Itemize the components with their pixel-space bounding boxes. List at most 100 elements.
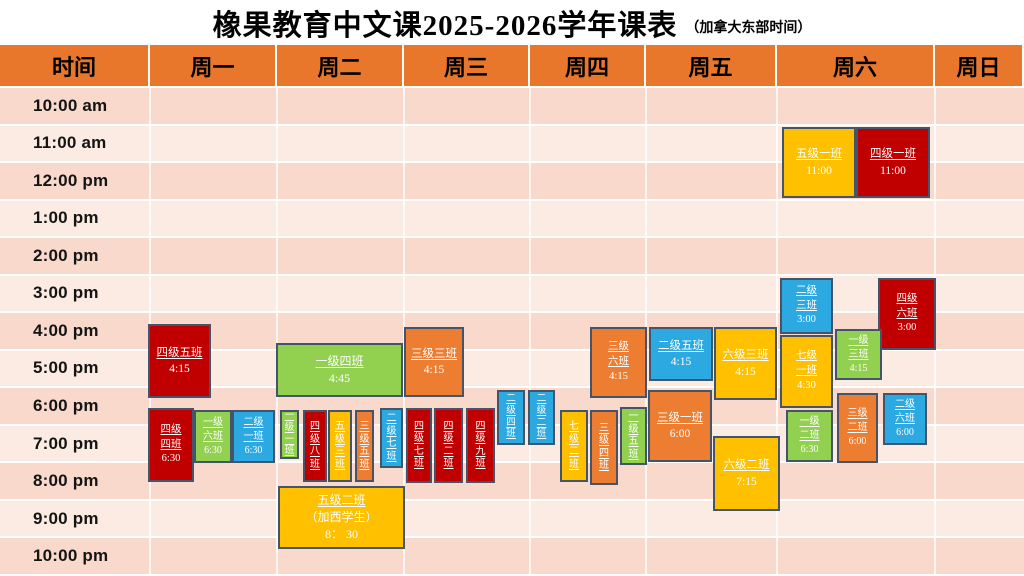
- time-label: 4:00 pm: [33, 320, 99, 340]
- class-name-text: 三级: [608, 341, 629, 353]
- class-block-二级七班[interactable]: 二级七班: [380, 408, 403, 468]
- class-name-text: 七: [414, 445, 424, 457]
- class-name-text: 三级一班: [657, 411, 703, 424]
- class-name-text: 七: [569, 421, 579, 432]
- class-name-text: 二级五班: [658, 339, 704, 352]
- class-name-text: 级: [628, 423, 639, 435]
- class-block-四级一班[interactable]: 四级一班 11:00: [856, 127, 930, 198]
- time-row: 9:00 pm: [0, 500, 1024, 539]
- class-time-text: 6:00: [669, 428, 691, 440]
- class-block-三级四班[interactable]: 三级四班: [590, 410, 618, 485]
- class-block-五级三班[interactable]: 五级三班: [328, 410, 352, 482]
- class-block-六级二班[interactable]: 六级二班 7:15: [713, 436, 780, 511]
- class-block-四级六班[interactable]: 四级 六班 3:00: [878, 278, 936, 350]
- class-name-text: 班: [475, 458, 486, 469]
- class-name-text: 八: [310, 446, 320, 457]
- class-block-四级二班[interactable]: 四级二班: [434, 408, 463, 483]
- class-block-一级五班[interactable]: 一级五班: [620, 407, 647, 465]
- class-time-text: 4:15: [423, 364, 445, 376]
- class-block-一级六班[interactable]: 一级 六班 6:30: [194, 410, 232, 463]
- class-block-二级三班[interactable]: 二级 三班 3:00: [780, 278, 833, 334]
- class-block-二级二班[interactable]: 二级二班: [528, 390, 555, 445]
- class-block-二级四班[interactable]: 二级四班: [497, 390, 525, 445]
- class-block-二级五班[interactable]: 二级五班 4:15: [649, 327, 713, 381]
- column-divider: [776, 88, 778, 576]
- class-block-三级一班[interactable]: 三级一班 6:00: [648, 390, 712, 462]
- class-time-text: 11:00: [880, 164, 906, 177]
- class-block-三级三班[interactable]: 三级三班 4:15: [404, 327, 464, 397]
- class-block-七级二班[interactable]: 七级二班: [560, 410, 588, 482]
- class-name-text: 级: [506, 405, 516, 416]
- class-name-text: 级: [599, 435, 609, 446]
- class-name-text: 六级二班: [723, 459, 770, 472]
- class-name-text: 级: [359, 433, 370, 445]
- class-name-text: 班: [386, 450, 397, 462]
- day-header-row: 时间 周一 周二 周三 周四 周五 周六 周日: [0, 45, 1024, 88]
- time-label: 1:00 pm: [33, 208, 99, 228]
- class-time-text: 8： 30: [324, 526, 358, 541]
- class-name-text: 一: [284, 410, 295, 421]
- class-name-text: 二: [506, 393, 516, 404]
- class-time-text: 4:15: [670, 356, 692, 368]
- class-name-text: 四: [414, 420, 424, 432]
- class-block-三级五班[interactable]: 三级五班: [355, 410, 374, 482]
- time-label: 3:00 pm: [33, 283, 99, 303]
- class-name-text: 二级: [895, 399, 915, 410]
- class-name-text: 六级三班: [722, 349, 769, 362]
- class-name-text: 班: [536, 429, 547, 440]
- class-time-text: 4:15: [169, 363, 190, 375]
- class-block-二级一班[interactable]: 二级 一班 6:30: [232, 410, 275, 463]
- class-block-四级五班[interactable]: 四级五班 4:15: [148, 324, 211, 398]
- class-block-一级三班[interactable]: 一级 三班 4:15: [835, 329, 882, 380]
- class-name-text: 二: [386, 413, 397, 424]
- class-time-text: 11:00: [806, 164, 832, 177]
- class-name-text: 五级二班: [317, 493, 366, 508]
- class-name-text: 六班: [896, 307, 918, 319]
- class-block-四级八班[interactable]: 四级八班: [303, 410, 327, 482]
- class-name-text: 三级三班: [411, 347, 457, 360]
- time-label: 6:00 pm: [33, 396, 99, 416]
- class-name-text: 五: [628, 436, 639, 447]
- class-block-三级二班[interactable]: 三级 二班 6:00: [837, 393, 878, 463]
- class-time-text: 7:15: [736, 475, 757, 488]
- time-label: 2:00 pm: [33, 245, 99, 265]
- class-block-四级四班[interactable]: 四级 四班 6:30: [148, 408, 194, 482]
- class-time-text: 4:15: [735, 365, 756, 378]
- header-cell-周日: 周日: [935, 45, 1024, 88]
- class-name-text: 四: [506, 417, 516, 428]
- time-row: 1:00 pm: [0, 200, 1024, 239]
- class-name-text: 二: [443, 445, 454, 457]
- class-block-五级一班[interactable]: 五级一班 11:00: [782, 127, 856, 198]
- class-block-五级二班[interactable]: 五级二班 （加西学生） 8： 30: [278, 486, 405, 549]
- class-block-四级七班[interactable]: 四级七班: [406, 408, 432, 483]
- class-block-七级一班[interactable]: 七级 一班 4:30: [780, 335, 833, 408]
- time-label: 10:00 pm: [33, 546, 109, 566]
- time-label: 11:00 am: [33, 133, 107, 153]
- class-name-text: 级: [475, 433, 486, 444]
- class-name-text: 级: [310, 433, 320, 445]
- class-name-text: 班: [284, 446, 295, 457]
- class-block-四级九班[interactable]: 四级九班: [466, 408, 495, 483]
- class-name-text: 级: [284, 422, 295, 433]
- class-name-text: 班: [359, 458, 370, 470]
- class-block-一级四班[interactable]: 一级四班 4:45: [276, 343, 403, 397]
- class-name-text: 四级一班: [870, 148, 916, 161]
- class-name-text: 二: [536, 393, 547, 404]
- class-name-text: 级: [536, 405, 547, 416]
- class-block-二级六班[interactable]: 二级 六班 6:00: [883, 393, 927, 445]
- class-time-text: （加西学生）: [305, 510, 378, 525]
- time-row: 10:00 am: [0, 88, 1024, 126]
- class-name-text: 一级: [203, 416, 223, 428]
- header-cell-周一: 周一: [150, 45, 277, 88]
- class-block-一级二班[interactable]: 一级 二班 6:30: [786, 410, 833, 462]
- class-name-text: 四: [475, 420, 486, 432]
- class-block-一级一班[interactable]: 一级一班: [280, 410, 299, 459]
- class-name-text: 二: [536, 417, 547, 428]
- class-name-text: 班: [443, 458, 454, 469]
- class-block-三级六班[interactable]: 三级 六班 4:15: [590, 327, 647, 398]
- class-block-六级三班[interactable]: 六级三班 4:15: [714, 327, 777, 400]
- class-name-text: 一班: [796, 365, 817, 377]
- header-cell-周六: 周六: [777, 45, 935, 88]
- class-name-text: 班: [506, 429, 516, 440]
